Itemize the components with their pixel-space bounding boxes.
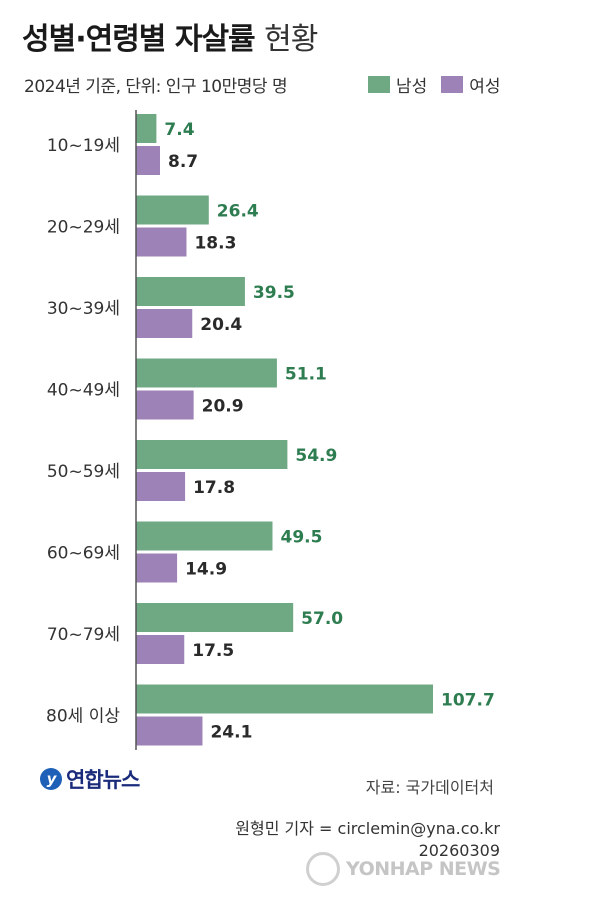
category-label: 50~59세 — [47, 462, 120, 482]
bar-female — [136, 472, 186, 501]
legend: 남성 여성 — [368, 72, 501, 97]
bar-male — [136, 603, 294, 632]
value-label-female: 17.5 — [192, 641, 234, 661]
watermark-logo-icon — [306, 852, 340, 886]
credit-author: 원형민 기자 = circlemin@yna.co.kr — [235, 819, 500, 838]
watermark-text: YONHAP NEWS — [346, 858, 501, 880]
bar-male — [136, 114, 157, 143]
chart-subtitle: 2024년 기준, 단위: 인구 10만명당 명 — [24, 77, 288, 97]
value-label-male: 107.7 — [441, 691, 495, 711]
value-label-male: 7.4 — [164, 120, 194, 140]
value-label-female: 20.4 — [200, 315, 242, 335]
watermark: YONHAP NEWS — [306, 852, 501, 886]
bar-female — [136, 227, 187, 257]
bar-female — [136, 146, 160, 175]
credit-date: 20260309 — [418, 841, 500, 860]
value-label-male: 57.0 — [301, 609, 343, 629]
yonhap-logo-text: 연합뉴스 — [66, 768, 140, 792]
bar-female — [136, 553, 178, 583]
category-label: 70~79세 — [47, 625, 120, 645]
yonhap-logo-icon: y — [40, 768, 62, 790]
legend-swatch-female — [441, 76, 464, 93]
legend-swatch-male — [368, 76, 390, 93]
value-label-male: 39.5 — [253, 283, 295, 303]
value-label-female: 20.9 — [202, 397, 244, 417]
bar-male — [136, 358, 277, 388]
bar-female — [136, 309, 193, 338]
category-label: 10~19세 — [47, 136, 120, 156]
category-label: 20~29세 — [47, 218, 120, 238]
bar-male — [136, 440, 288, 469]
value-label-male: 26.4 — [217, 202, 259, 222]
category-label: 30~39세 — [47, 299, 120, 319]
bar-female — [136, 390, 194, 420]
category-label: 80세 이상 — [46, 707, 120, 727]
legend-item-female: 여성 — [441, 72, 501, 97]
value-label-male: 49.5 — [281, 528, 323, 548]
bar-female — [136, 716, 203, 746]
chart-title: 성별·연령별 자살률 현황 — [22, 14, 318, 58]
bar-male — [136, 521, 273, 551]
bar-female — [136, 635, 185, 664]
category-label: 60~69세 — [47, 544, 120, 564]
legend-item-male: 남성 — [368, 72, 427, 97]
data-source: 자료: 국가데이터처 — [365, 778, 494, 797]
legend-label-female: 여성 — [469, 77, 501, 97]
value-label-female: 17.8 — [193, 478, 235, 498]
yonhap-logo: y 연합뉴스 — [40, 764, 140, 794]
bar-male — [136, 195, 209, 225]
value-label-female: 24.1 — [210, 723, 252, 743]
value-label-male: 54.9 — [295, 446, 337, 466]
bar-male — [136, 277, 245, 306]
bar-male — [136, 684, 433, 714]
legend-label-male: 남성 — [396, 77, 428, 97]
value-label-female: 18.3 — [194, 234, 236, 254]
value-label-female: 8.7 — [168, 152, 198, 172]
value-label-female: 14.9 — [185, 560, 227, 580]
category-label: 40~49세 — [47, 381, 120, 401]
chart-title-light: 현황 — [264, 22, 318, 57]
credit: 원형민 기자 = circlemin@yna.co.kr 20260309 — [235, 818, 500, 862]
chart-title-bold: 성별·연령별 자살률 — [22, 22, 256, 57]
value-label-male: 51.1 — [285, 365, 327, 385]
